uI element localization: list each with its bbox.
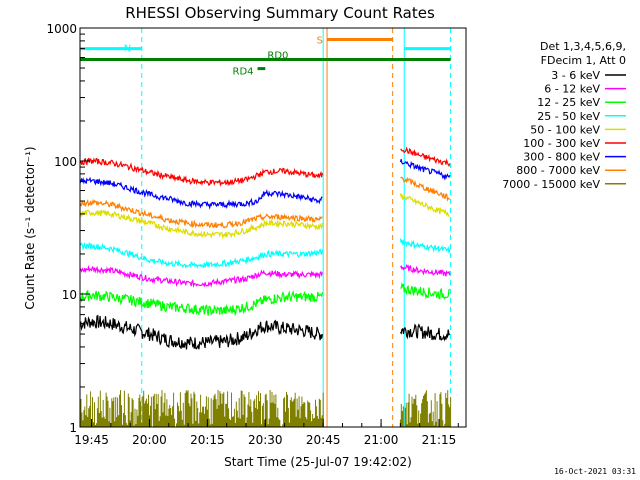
x-tick-label-2030: 20:30 (248, 433, 283, 447)
series-800-7000-kev-trace (79, 176, 451, 229)
plot-frame (79, 27, 467, 428)
flag-s-label: S (317, 35, 323, 46)
flag-n-label: N (124, 44, 131, 55)
legend-label-3-6-kev: 3 - 6 keV (551, 69, 600, 82)
y-tick-label-1000: 1000 (46, 22, 77, 36)
legend-label-6-12-kev: 6 - 12 keV (544, 83, 600, 96)
legend-label-7000-15000-kev: 7000 - 15000 keV (502, 178, 600, 191)
x-axis-label: Start Time (25-Jul-07 19:42:02) (224, 455, 412, 469)
series-25-50-kev (79, 238, 451, 270)
series-3-6-kev-trace (79, 314, 451, 350)
series-12-25-kev-trace (79, 281, 451, 317)
series-300-800-kev-trace (79, 159, 451, 210)
legend-label-300-800-kev: 300 - 800 keV (523, 151, 600, 164)
y-tick-label-1: 1 (69, 421, 77, 435)
x-tick-label-2100: 21:00 (364, 433, 399, 447)
legend-label-100-300-kev: 100 - 300 keV (523, 137, 600, 150)
series-800-7000-kev (79, 176, 451, 229)
x-tick-label-1945: 19:45 (74, 433, 109, 447)
x-tick-label-2045: 20:45 (306, 433, 341, 447)
legend: Det 1,3,4,5,6,9, FDecim 1, Att 0 3 - 6 k… (502, 40, 626, 191)
legend-header-line1: Det 1,3,4,5,6,9, (540, 40, 626, 53)
legend-label-800-7000-kev: 800 - 7000 keV (516, 164, 600, 177)
series-100-300-kev (79, 146, 451, 187)
legend-label-25-50-kev: 25 - 50 keV (537, 110, 600, 123)
series-6-12-kev-trace (79, 263, 451, 289)
chart-title: RHESSI Observing Summary Count Rates (125, 4, 435, 22)
y-axis-label: Count Rate (s⁻¹ detector⁻¹) (23, 146, 37, 309)
series-100-300-kev-trace (79, 146, 451, 187)
series-25-50-kev-trace (79, 238, 451, 270)
series-12-25-kev (79, 281, 451, 317)
series-50-100-kev (79, 193, 451, 240)
generated-timestamp: 16-Oct-2021 03:31 (554, 467, 636, 476)
plot-area: N S RD0 RD4 (79, 28, 452, 427)
legend-label-50-100-kev: 50 - 100 keV (530, 123, 600, 136)
x-tick-label-2115: 21:15 (422, 433, 457, 447)
y-tick-label-10: 10 (62, 288, 77, 302)
x-tick-label-2000: 20:00 (132, 433, 167, 447)
legend-header-line2: FDecim 1, Att 0 (541, 54, 626, 67)
flag-rd4-label: RD4 (233, 67, 254, 78)
series-3-6-kev (79, 314, 451, 350)
y-tick-label-100: 100 (54, 155, 77, 169)
x-tick-label-2015: 20:15 (190, 433, 225, 447)
series-6-12-kev (79, 263, 451, 289)
series-50-100-kev-trace (79, 193, 451, 240)
series-300-800-kev (79, 159, 451, 210)
legend-label-12-25-kev: 12 - 25 keV (537, 96, 600, 109)
flag-rd0-label: RD0 (267, 50, 288, 61)
axes: 19:45 20:00 20:15 20:30 20:45 21:00 21:15 1 10 10… (46, 22, 459, 447)
